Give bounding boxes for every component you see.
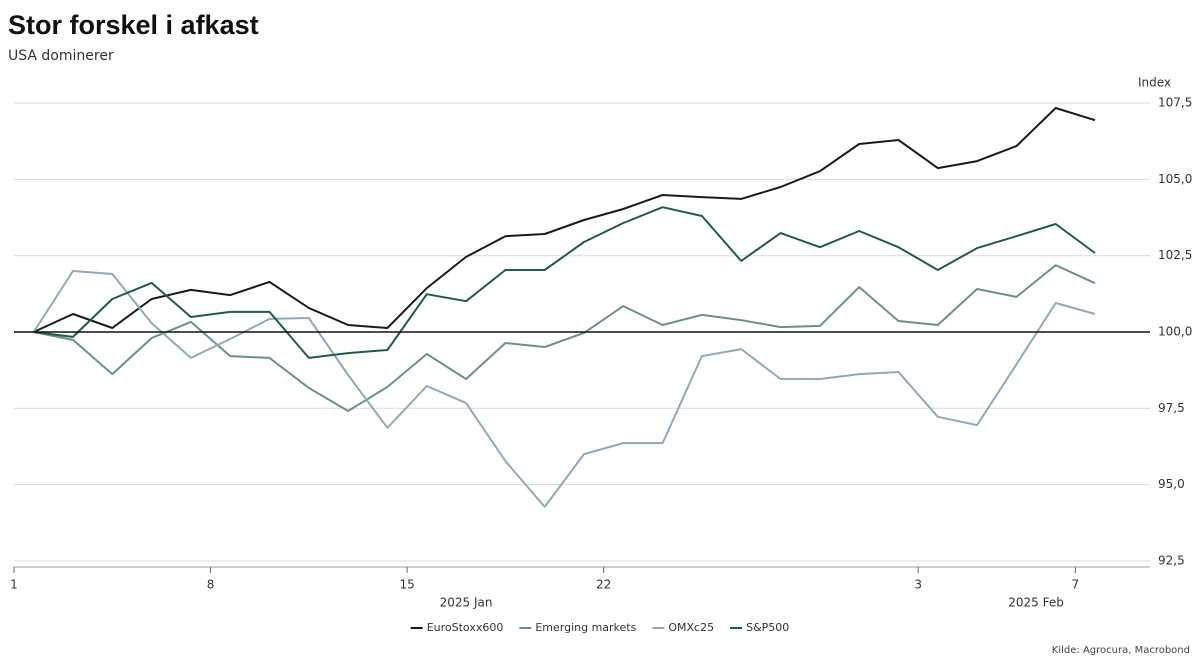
- legend-label: OMXc25: [668, 621, 714, 634]
- series-line: [33, 206, 1096, 359]
- y-tick-label: 95,0: [1158, 477, 1185, 491]
- y-tick-label: 100,0: [1158, 325, 1192, 339]
- chart-subtitle: USA dominerer: [8, 48, 114, 64]
- legend-label: Emerging markets: [535, 621, 636, 634]
- legend-label: EuroStoxx600: [427, 621, 504, 634]
- chart-title: Stor forskel i afkast: [8, 10, 259, 40]
- x-period-label: 2025 Jan: [440, 596, 493, 610]
- legend: EuroStoxx600 Emerging markets OMXc25 S&P500: [410, 621, 789, 634]
- y-tick-label: 105,0: [1158, 172, 1192, 186]
- y-tick-label: 92,5: [1158, 553, 1185, 567]
- series-line: [33, 107, 1096, 333]
- y-tick-label: 107,5: [1158, 96, 1192, 110]
- y-tick-label: 97,5: [1158, 401, 1185, 415]
- series-line: [33, 264, 1096, 412]
- source: Kilde: Agrocura, Macrobond: [1052, 645, 1190, 656]
- y-axis-label: Index: [1138, 76, 1171, 90]
- x-tick-label: 15: [399, 578, 414, 592]
- x-tick-label: 8: [207, 578, 215, 592]
- x-tick-label: 7: [1072, 578, 1080, 592]
- series-line: [32, 270, 1096, 508]
- x-tick-label: 22: [596, 578, 611, 592]
- x-tick-label: 3: [914, 578, 922, 592]
- x-tick-label: 1: [10, 578, 18, 592]
- x-period-label: 2025 Feb: [1008, 596, 1064, 610]
- y-tick-label: 102,5: [1158, 248, 1192, 262]
- legend-label: S&P500: [746, 621, 789, 634]
